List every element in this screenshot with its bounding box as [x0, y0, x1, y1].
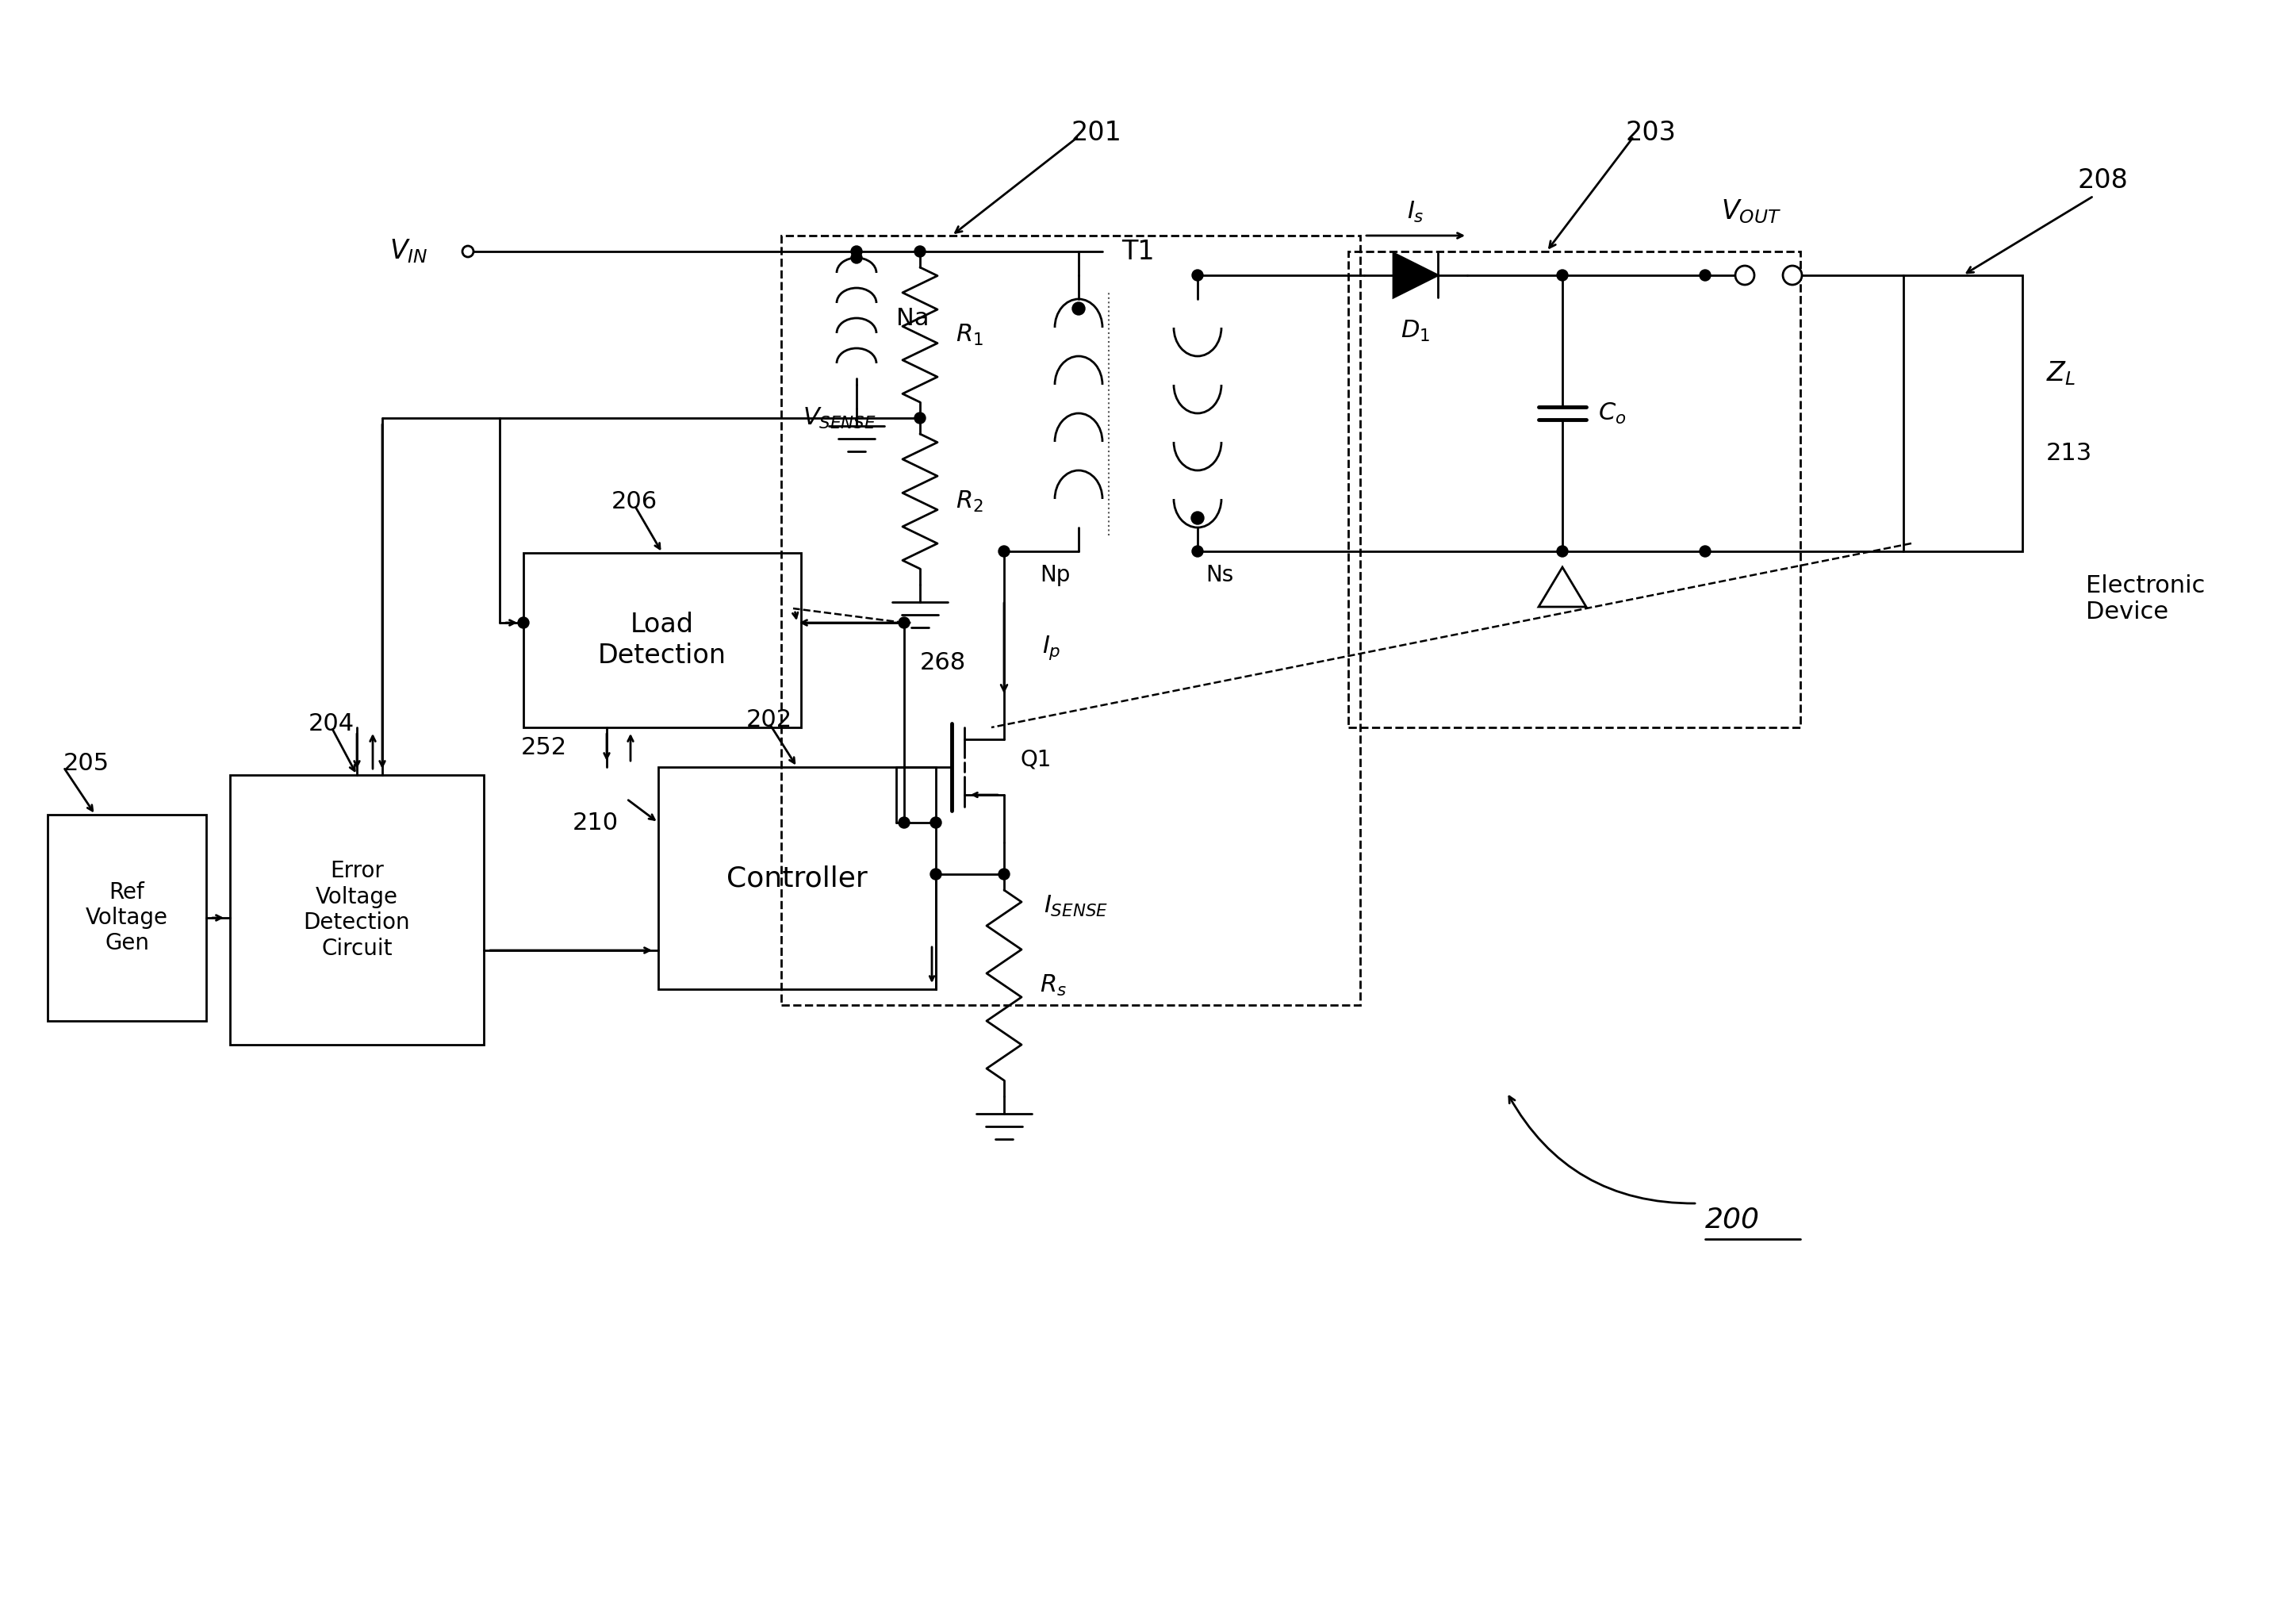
Bar	[230, 774, 484, 1045]
Circle shape	[999, 869, 1010, 880]
Bar	[659, 766, 937, 989]
Circle shape	[852, 253, 861, 264]
Text: 205: 205	[64, 752, 110, 774]
Circle shape	[1192, 270, 1203, 282]
Text: $V_{IN}$: $V_{IN}$	[390, 238, 429, 266]
Text: 252: 252	[521, 736, 567, 758]
Bar	[523, 554, 801, 728]
Text: $V_{OUT}$: $V_{OUT}$	[1722, 198, 1782, 226]
Circle shape	[1699, 546, 1711, 557]
Circle shape	[1192, 546, 1203, 557]
Text: 208: 208	[2078, 166, 2128, 194]
Circle shape	[930, 869, 941, 880]
Bar	[781, 235, 1359, 1005]
Text: Electronic
Device: Electronic Device	[2085, 574, 2204, 624]
Text: Ref
Voltage
Gen: Ref Voltage Gen	[85, 882, 168, 955]
Bar	[1348, 251, 1800, 728]
Text: 206: 206	[611, 490, 657, 514]
Text: Na: Na	[895, 307, 930, 330]
Text: $I_p$: $I_p$	[1042, 634, 1061, 662]
Bar	[48, 814, 207, 1021]
Text: $C_o$: $C_o$	[1598, 402, 1626, 426]
Circle shape	[1736, 266, 1754, 285]
Text: Controller: Controller	[726, 864, 868, 891]
Circle shape	[898, 818, 909, 829]
Circle shape	[1699, 270, 1711, 282]
Text: $Z_L$: $Z_L$	[2046, 360, 2076, 387]
Text: 203: 203	[1626, 120, 1676, 146]
Circle shape	[461, 246, 473, 258]
Circle shape	[898, 618, 909, 629]
Text: 202: 202	[746, 707, 792, 731]
Text: $D_1$: $D_1$	[1401, 318, 1430, 342]
Text: $V_{SENSE}$: $V_{SENSE}$	[804, 406, 877, 430]
Circle shape	[1784, 266, 1802, 285]
Circle shape	[1072, 302, 1086, 315]
Circle shape	[914, 246, 925, 258]
Text: 201: 201	[1070, 120, 1120, 146]
Text: $I_s$: $I_s$	[1407, 200, 1424, 224]
Circle shape	[914, 413, 925, 424]
Text: 200: 200	[1706, 1206, 1759, 1232]
Polygon shape	[1394, 253, 1437, 298]
Text: Load
Detection: Load Detection	[597, 611, 726, 669]
Bar	[1903, 275, 2023, 552]
Text: 210: 210	[572, 811, 618, 834]
Circle shape	[852, 246, 861, 258]
Text: Ns: Ns	[1205, 565, 1233, 586]
Text: 213: 213	[2046, 442, 2092, 464]
Text: $R_2$: $R_2$	[955, 490, 983, 514]
Circle shape	[1192, 512, 1203, 525]
Text: T1: T1	[1120, 238, 1155, 264]
Text: Error
Voltage
Detection
Circuit: Error Voltage Detection Circuit	[303, 861, 411, 960]
Circle shape	[519, 618, 528, 629]
Circle shape	[1557, 270, 1568, 282]
Text: $I_{SENSE}$: $I_{SENSE}$	[1045, 893, 1109, 918]
Text: $R_1$: $R_1$	[955, 323, 983, 347]
Text: Np: Np	[1040, 565, 1070, 586]
Text: $R_s$: $R_s$	[1040, 973, 1068, 997]
Circle shape	[999, 546, 1010, 557]
Circle shape	[1557, 546, 1568, 557]
Text: 268: 268	[921, 651, 967, 674]
Text: 204: 204	[308, 712, 354, 734]
Circle shape	[930, 818, 941, 829]
Text: Q1: Q1	[1019, 749, 1052, 770]
